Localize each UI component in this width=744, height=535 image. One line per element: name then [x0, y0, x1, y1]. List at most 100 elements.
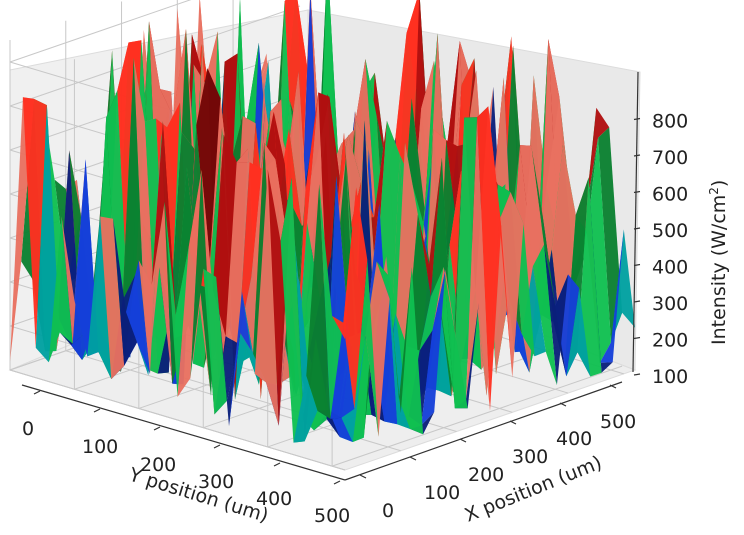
surface-facet	[164, 201, 189, 397]
surface-facet	[48, 216, 73, 363]
surface-facet	[505, 184, 530, 373]
surface-facet	[188, 0, 213, 257]
surface-facet	[241, 291, 266, 383]
surface-facet	[177, 170, 202, 397]
surface-facet	[421, 269, 446, 426]
surface-facet	[100, 216, 125, 380]
surface-facet	[354, 259, 379, 437]
z-tick-label: 600	[652, 184, 688, 206]
surface-facet	[386, 256, 411, 429]
x-tick-mark	[359, 474, 367, 479]
z-axis-ticks: 100 200 300 400 500 600 700 800	[633, 111, 688, 388]
surface-facet	[520, 145, 544, 267]
x-tick-mark	[609, 384, 617, 389]
z-axis-title-superscript: 2	[707, 187, 721, 195]
surface-facet	[531, 145, 556, 306]
y-tick-mark	[33, 390, 41, 395]
surface-facet	[138, 121, 163, 374]
surface-facet	[585, 107, 610, 216]
y-tick-mark	[213, 444, 221, 449]
z-tick-label: 300	[652, 293, 688, 315]
surface-facet	[430, 157, 455, 409]
surface-facet	[318, 92, 343, 395]
x-tick-label: 200	[468, 464, 504, 486]
y-tick-mark	[333, 480, 341, 485]
surface-facet	[280, 177, 305, 443]
grid-line	[9, 5, 301, 107]
z-tick-mark	[633, 300, 641, 303]
z-tick-mark	[633, 190, 641, 194]
y-tick-mark	[153, 426, 161, 431]
surface-facet	[432, 267, 457, 342]
z-axis-line	[632, 71, 639, 373]
y-tick-mark	[273, 462, 281, 467]
surface-facet	[35, 105, 60, 363]
surface-facet	[551, 145, 576, 369]
surface-facet	[225, 162, 250, 344]
surface-facet	[190, 170, 215, 415]
surface-facet	[293, 375, 318, 443]
z-tick-label: 700	[652, 147, 688, 169]
surface-facet	[453, 117, 478, 400]
z-tick-mark	[633, 117, 641, 121]
surface-facet	[216, 277, 241, 427]
surface-facet	[399, 267, 424, 435]
surface-facet	[151, 121, 176, 315]
surface-facet	[161, 133, 186, 384]
x-axis-line	[344, 381, 623, 481]
grid-line	[9, 369, 346, 471]
y-tick-label: 200	[140, 454, 176, 476]
grid-line	[9, 0, 192, 63]
surface-facet	[199, 134, 224, 396]
surface-facet	[419, 267, 444, 351]
surface-facet	[544, 244, 569, 386]
x-tick-mark	[559, 402, 567, 407]
y-tick-mark	[93, 408, 101, 413]
surface-facet	[196, 68, 221, 273]
surface-facet	[599, 229, 624, 363]
z-axis-title-close: )	[708, 180, 730, 187]
x-axis-ticks: 0 100 200 300 400 500	[359, 384, 636, 522]
surface-facet	[363, 72, 388, 329]
x-tick-label: 0	[382, 500, 394, 522]
z-tick-label: 400	[652, 257, 688, 279]
surface-facet	[175, 167, 200, 315]
x-tick-label: 400	[556, 428, 592, 450]
surface-facet	[586, 137, 611, 363]
surface-facet	[277, 128, 302, 227]
surface-facet	[319, 184, 344, 419]
surface-facet	[132, 29, 157, 266]
y-tick-label: 100	[82, 436, 118, 458]
z-tick-mark	[633, 373, 641, 376]
y-axis-ticks: 0 100 200 300 400 500	[22, 390, 350, 527]
surface-facet	[330, 322, 355, 419]
y-tick-label: 400	[256, 488, 292, 510]
x-tick-label: 100	[424, 482, 460, 504]
surface-plot	[10, 0, 635, 443]
z-axis-title: Intensity (W/cm2)	[707, 180, 730, 345]
z-axis-title-main: Intensity (W/cm	[708, 195, 730, 345]
y-axis-line	[21, 384, 346, 481]
z-tick-label: 800	[652, 111, 688, 133]
z-tick-mark	[633, 154, 641, 157]
z-tick-label: 100	[652, 366, 688, 388]
z-tick-mark	[633, 336, 641, 340]
surface-facet	[611, 229, 635, 343]
y-tick-label: 300	[198, 471, 234, 493]
z-tick-label: 200	[652, 330, 688, 352]
surface-facet	[376, 261, 401, 413]
z-tick-label: 500	[652, 220, 688, 242]
x-tick-mark	[409, 456, 417, 461]
x-tick-label: 300	[512, 446, 548, 468]
surface-facet	[463, 58, 488, 288]
surface-facet	[203, 268, 228, 415]
surface-facet	[126, 260, 150, 374]
surface-facet	[238, 162, 263, 344]
x-tick-mark	[509, 420, 517, 425]
surface-facet	[466, 117, 490, 411]
y-tick-label: 0	[22, 418, 34, 440]
surface-facet	[87, 216, 112, 380]
surface-facet	[417, 157, 442, 297]
surface-facet	[22, 97, 47, 348]
